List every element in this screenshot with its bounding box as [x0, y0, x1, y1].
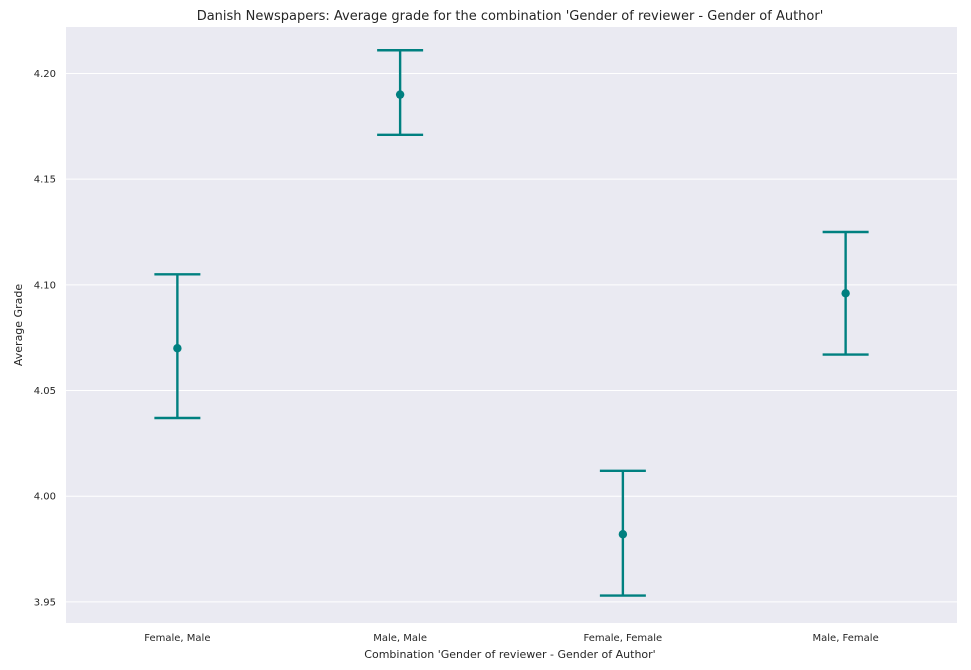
data-point [173, 344, 182, 353]
plot-area [66, 27, 957, 623]
y-tick-label: 4.05 [34, 386, 56, 397]
y-tick-label: 4.10 [34, 280, 56, 291]
x-tick-label: Female, Male [144, 633, 210, 644]
x-tick-label: Male, Female [813, 633, 879, 644]
y-tick-labels: 3.95 4.00 4.05 4.10 4.15 4.20 [34, 69, 56, 608]
data-point [841, 289, 850, 298]
y-tick-label: 4.15 [34, 175, 56, 186]
y-tick-label: 4.00 [34, 492, 56, 503]
data-point [618, 530, 628, 539]
chart-title: Danish Newspapers: Average grade for the… [197, 9, 824, 24]
x-tick-label: Female, Female [584, 633, 663, 644]
x-axis-label: Combination 'Gender of reviewer - Gender… [364, 648, 655, 661]
data-marks [154, 49, 869, 597]
gridlines [66, 72, 957, 603]
y-tick-label: 3.95 [34, 597, 56, 608]
y-tick-label: 4.20 [34, 69, 56, 80]
data-point [395, 90, 405, 99]
x-tick-label: Male, Male [373, 633, 427, 644]
x-tick-labels: Female, Male Male, Male Female, Female Male… [144, 633, 878, 644]
y-axis-label: Average Grade [12, 284, 25, 366]
